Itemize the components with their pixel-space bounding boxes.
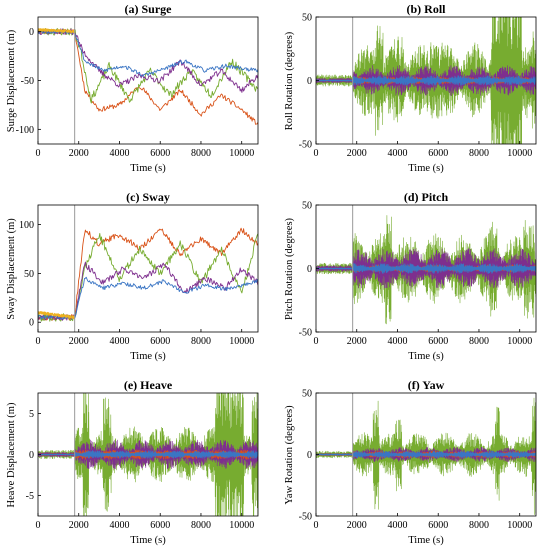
x-tick-label: 10000 bbox=[229, 520, 254, 531]
series-line-blue bbox=[38, 29, 258, 77]
series-line-purple bbox=[38, 261, 258, 321]
x-tick-label: 4000 bbox=[387, 336, 407, 347]
panel-heave: (e) Heave Heave Displacement (m) Time (s… bbox=[6, 378, 259, 546]
x-tick-label: 8000 bbox=[469, 520, 489, 531]
x-tick-label: 0 bbox=[36, 336, 41, 347]
chart-title: (a) Surge bbox=[125, 2, 173, 16]
series-line-purple bbox=[38, 28, 258, 93]
x-tick-label: 4000 bbox=[109, 148, 129, 159]
plot-area bbox=[316, 397, 536, 515]
x-tick-label: 0 bbox=[314, 520, 319, 531]
x-tick-label: 8000 bbox=[469, 336, 489, 347]
y-tick-label: -50 bbox=[299, 140, 312, 151]
series-line-yellow bbox=[38, 310, 76, 320]
x-axis-label: Time (s) bbox=[130, 163, 166, 174]
x-tick-label: 2000 bbox=[347, 336, 367, 347]
y-tick-label: 5 bbox=[29, 409, 34, 420]
x-tick-label: 10000 bbox=[507, 520, 532, 531]
y-tick-label: 0 bbox=[29, 27, 34, 38]
chart-title: (b) Roll bbox=[407, 2, 447, 16]
panel-yaw: (f) Yaw Yaw Rotation (degrees) Time (s) … bbox=[284, 378, 537, 546]
panel-surge: (a) Surge Surge Displacement (m) Time (s… bbox=[6, 2, 259, 174]
x-tick-label: 8000 bbox=[191, 336, 211, 347]
y-axis-label: Pitch Rotation (degrees) bbox=[284, 217, 295, 320]
x-tick-label: 10000 bbox=[229, 148, 254, 159]
x-tick-label: 2000 bbox=[69, 148, 89, 159]
x-tick-label: 10000 bbox=[229, 336, 254, 347]
y-axis-label: Roll Rotation (degrees) bbox=[284, 31, 295, 130]
y-tick-label: -100 bbox=[16, 125, 34, 136]
x-axis-label: Time (s) bbox=[130, 535, 166, 546]
y-axis-label: Sway Displacement (m) bbox=[6, 218, 17, 320]
y-axis-label: Heave Displacement (m) bbox=[6, 402, 17, 507]
chart-title: (c) Sway bbox=[126, 190, 170, 204]
x-tick-label: 4000 bbox=[109, 336, 129, 347]
axes-box bbox=[37, 16, 259, 145]
axes-box bbox=[37, 204, 259, 333]
plot-area bbox=[38, 393, 258, 516]
x-tick-label: 2000 bbox=[347, 520, 367, 531]
x-tick-label: 8000 bbox=[469, 148, 489, 159]
series-line-blue bbox=[38, 276, 258, 320]
y-tick-label: 0 bbox=[29, 318, 34, 329]
chart-title: (f) Yaw bbox=[408, 378, 445, 392]
x-tick-label: 6000 bbox=[428, 148, 448, 159]
x-tick-label: 6000 bbox=[150, 336, 170, 347]
y-tick-label: 0 bbox=[307, 76, 312, 87]
chart-title: (e) Heave bbox=[124, 378, 173, 392]
x-tick-label: 8000 bbox=[191, 520, 211, 531]
y-tick-label: -50 bbox=[299, 328, 312, 339]
y-axis-label: Yaw Rotation (degrees) bbox=[284, 405, 295, 505]
x-tick-label: 6000 bbox=[150, 148, 170, 159]
series-line-orange bbox=[38, 28, 258, 125]
x-tick-label: 10000 bbox=[507, 336, 532, 347]
x-axis-label: Time (s) bbox=[408, 163, 444, 174]
y-tick-label: 0 bbox=[307, 450, 312, 461]
plot-area bbox=[316, 215, 536, 325]
panel-roll: (b) Roll Roll Rotation (degrees) Time (s… bbox=[284, 2, 537, 174]
x-axis-label: Time (s) bbox=[408, 535, 444, 546]
x-tick-label: 2000 bbox=[69, 520, 89, 531]
x-tick-label: 4000 bbox=[387, 148, 407, 159]
panel-sway: (c) Sway Sway Displacement (m) Time (s) … bbox=[6, 190, 259, 362]
x-tick-label: 2000 bbox=[347, 148, 367, 159]
x-tick-label: 6000 bbox=[428, 520, 448, 531]
x-tick-label: 0 bbox=[36, 148, 41, 159]
y-tick-label: 0 bbox=[29, 450, 34, 461]
y-tick-label: 50 bbox=[24, 269, 34, 280]
y-tick-label: 100 bbox=[19, 220, 34, 231]
x-tick-label: 0 bbox=[314, 336, 319, 347]
x-tick-label: 10000 bbox=[507, 148, 532, 159]
x-tick-label: 0 bbox=[314, 148, 319, 159]
x-tick-label: 4000 bbox=[109, 520, 129, 531]
y-tick-label: -50 bbox=[299, 512, 312, 523]
plot-area bbox=[38, 27, 258, 125]
series-line-green bbox=[38, 232, 258, 322]
panel-pitch: (d) Pitch Pitch Rotation (degrees) Time … bbox=[284, 190, 537, 362]
y-axis-label: Surge Displacement (m) bbox=[6, 29, 17, 132]
y-tick-label: 0 bbox=[307, 264, 312, 275]
x-tick-label: 6000 bbox=[428, 336, 448, 347]
chart-title: (d) Pitch bbox=[404, 190, 449, 204]
plot-area bbox=[38, 227, 258, 322]
x-tick-label: 2000 bbox=[69, 336, 89, 347]
x-tick-label: 6000 bbox=[150, 520, 170, 531]
series-line-orange bbox=[38, 227, 258, 321]
x-tick-label: 0 bbox=[36, 520, 41, 531]
y-tick-label: 50 bbox=[302, 389, 312, 400]
y-tick-label: -50 bbox=[21, 76, 34, 87]
x-axis-label: Time (s) bbox=[408, 351, 444, 362]
y-tick-label: -5 bbox=[26, 491, 34, 502]
y-tick-label: 50 bbox=[302, 201, 312, 212]
x-tick-label: 8000 bbox=[191, 148, 211, 159]
x-tick-label: 4000 bbox=[387, 520, 407, 531]
series-line-yellow bbox=[38, 28, 76, 34]
x-axis-label: Time (s) bbox=[130, 351, 166, 362]
y-tick-label: 50 bbox=[302, 13, 312, 24]
